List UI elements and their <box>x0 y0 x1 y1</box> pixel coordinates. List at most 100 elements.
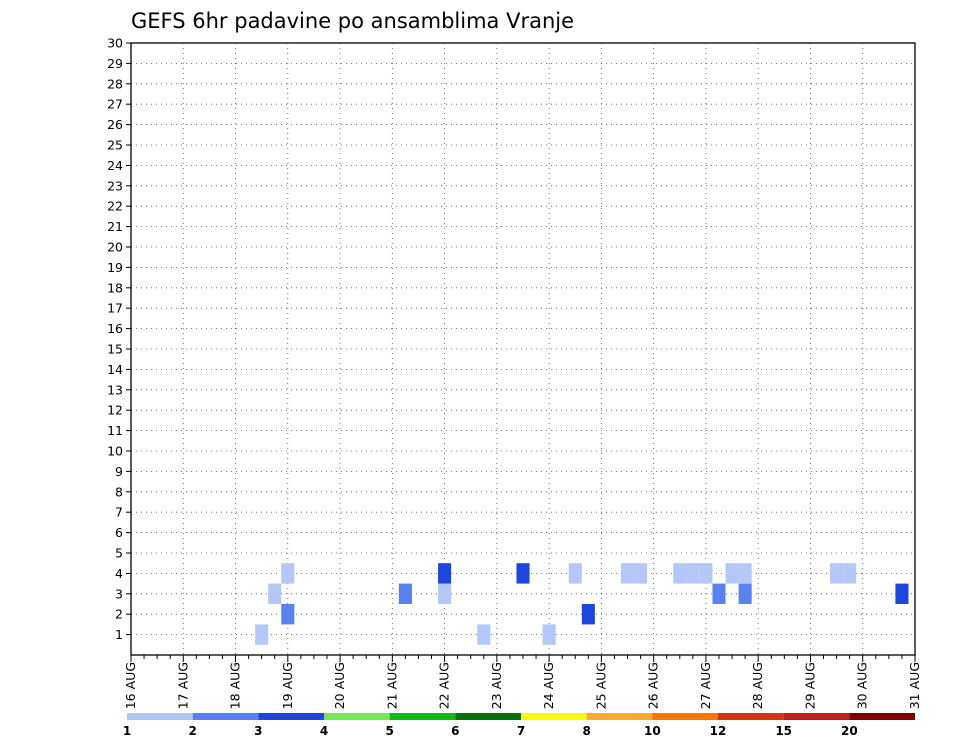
precip-cell <box>725 563 739 584</box>
precip-cell <box>699 563 713 584</box>
y-tick-label: 17 <box>107 301 123 316</box>
y-tick-label: 28 <box>107 76 123 91</box>
y-tick-label: 20 <box>107 240 123 255</box>
colorbar-swatch <box>127 713 193 720</box>
colorbar-label: 8 <box>582 724 590 738</box>
precip-cell <box>581 604 595 625</box>
y-tick-label: 22 <box>107 199 123 214</box>
colorbar-swatch <box>652 713 718 720</box>
x-tick-label: 21 AUG <box>384 662 399 709</box>
precip-cell <box>673 563 687 584</box>
colorbar-label: 7 <box>517 724 525 738</box>
y-tick-label: 7 <box>115 505 123 520</box>
x-tick-label: 24 AUG <box>541 662 556 709</box>
y-tick-label: 23 <box>107 178 123 193</box>
x-tick-label: 28 AUG <box>750 662 765 709</box>
precip-cell <box>438 583 452 604</box>
x-axis-ticks: 16 AUG 17 AUG 18 AUG 19 AUG 20 AUG 21 AUG 22 A… <box>123 655 922 709</box>
y-tick-label: 5 <box>115 546 123 561</box>
y-tick-label: 13 <box>107 382 123 397</box>
precip-cell <box>477 624 491 645</box>
precip-cell <box>568 563 582 584</box>
colorbar-swatch <box>521 713 587 720</box>
chart-title: GEFS 6hr padavine po ansamblima Vranje <box>131 9 574 33</box>
x-tick-label: 23 AUG <box>489 662 504 709</box>
x-tick-label: 26 AUG <box>646 662 661 709</box>
x-tick-label: 25 AUG <box>593 662 608 709</box>
precip-cell <box>843 563 857 584</box>
colorbar-swatch <box>192 713 259 720</box>
x-tick-label: 20 AUG <box>332 662 347 709</box>
colorbar-label: 10 <box>644 724 661 738</box>
x-tick-label: 27 AUG <box>698 662 713 709</box>
precip-cell <box>438 563 452 584</box>
colorbar-label: 6 <box>451 724 459 738</box>
x-tick-label: 29 AUG <box>802 662 817 709</box>
y-tick-label: 1 <box>115 627 123 642</box>
y-tick-label: 11 <box>107 423 123 438</box>
y-tick-label: 10 <box>107 444 123 459</box>
y-tick-label: 26 <box>107 117 123 132</box>
y-axis-ticks: 1234567891011121314151617181920212223242… <box>107 36 131 642</box>
colorbar-swatch <box>849 713 915 720</box>
precip-cell <box>268 583 282 604</box>
colorbar: 1 2 3 4 5 6 7 8 10 12 15 20 <box>123 713 915 738</box>
precip-cell <box>398 583 412 604</box>
colorbar-swatch <box>455 713 521 720</box>
precip-cell <box>621 563 635 584</box>
y-tick-label: 21 <box>107 219 123 234</box>
y-tick-label: 16 <box>107 321 123 336</box>
precip-cell <box>281 563 295 584</box>
y-tick-label: 30 <box>107 36 123 51</box>
y-tick-label: 15 <box>107 342 123 357</box>
precip-cell <box>738 583 752 604</box>
colorbar-swatch <box>718 713 784 720</box>
y-tick-label: 2 <box>115 607 123 622</box>
x-tick-label: 16 AUG <box>123 662 138 709</box>
precip-cell <box>634 563 648 584</box>
x-tick-label: 17 AUG <box>175 662 190 709</box>
x-tick-label: 22 AUG <box>437 662 452 709</box>
precip-cell <box>255 624 269 645</box>
colorbar-label: 5 <box>385 724 393 738</box>
colorbar-swatch <box>783 713 850 720</box>
colorbar-swatch <box>324 713 390 720</box>
y-tick-label: 6 <box>115 525 123 540</box>
x-tick-label: 19 AUG <box>280 662 295 709</box>
colorbar-label: 15 <box>775 724 792 738</box>
y-tick-label: 27 <box>107 97 123 112</box>
y-tick-label: 24 <box>107 158 123 173</box>
colorbar-label: 12 <box>710 724 727 738</box>
colorbar-label: 4 <box>320 724 328 738</box>
colorbar-swatch <box>586 713 653 720</box>
y-tick-label: 14 <box>107 362 123 377</box>
colorbar-label: 2 <box>188 724 196 738</box>
colorbar-label: 20 <box>841 724 858 738</box>
precip-cell <box>830 563 844 584</box>
y-tick-label: 3 <box>115 586 123 601</box>
y-tick-label: 8 <box>115 484 123 499</box>
x-tick-label: 30 AUG <box>855 662 870 709</box>
precip-cell <box>281 604 295 625</box>
precip-cell <box>712 583 726 604</box>
precip-cell <box>738 563 752 584</box>
colorbar-label: 1 <box>123 724 131 738</box>
precip-cell <box>542 624 556 645</box>
precip-cell <box>516 563 530 584</box>
y-tick-label: 18 <box>107 280 123 295</box>
precip-cell <box>895 583 909 604</box>
precipitation-cells <box>255 563 909 645</box>
colorbar-swatch <box>389 713 456 720</box>
colorbar-swatch <box>258 713 324 720</box>
y-tick-label: 19 <box>107 260 123 275</box>
precip-cell <box>686 563 700 584</box>
y-tick-label: 9 <box>115 464 123 479</box>
y-tick-label: 12 <box>107 403 123 418</box>
x-tick-label: 31 AUG <box>907 662 922 709</box>
x-tick-label: 18 AUG <box>228 662 243 709</box>
y-tick-label: 25 <box>107 138 123 153</box>
y-tick-label: 4 <box>115 566 123 581</box>
y-tick-label: 29 <box>107 56 123 71</box>
colorbar-label: 3 <box>254 724 262 738</box>
